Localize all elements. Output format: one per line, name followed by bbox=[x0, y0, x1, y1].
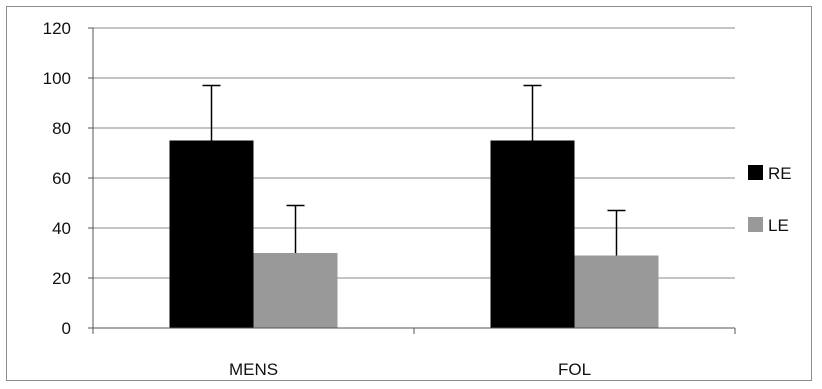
y-tick-label: 40 bbox=[52, 219, 71, 238]
legend-swatch-re bbox=[748, 165, 763, 180]
legend-label-re: RE bbox=[768, 164, 792, 183]
legend-label-le: LE bbox=[768, 216, 789, 235]
bar-re-fol bbox=[490, 140, 575, 328]
bars bbox=[169, 140, 659, 328]
y-axis-tick-labels: 0 20 40 60 80 100 120 bbox=[43, 19, 71, 338]
x-tick-label-mens: MENS bbox=[229, 360, 278, 379]
chart-frame bbox=[6, 6, 812, 381]
x-axis-tick-labels: MENS FOL bbox=[229, 360, 591, 379]
y-tick-label: 20 bbox=[52, 269, 71, 288]
y-tick-label: 100 bbox=[43, 69, 71, 88]
legend: RE LE bbox=[748, 164, 792, 235]
y-tick-label: 80 bbox=[52, 119, 71, 138]
bar-le-mens bbox=[253, 253, 338, 328]
error-bars bbox=[202, 84, 626, 256]
bar-re-mens bbox=[169, 140, 254, 328]
legend-swatch-le bbox=[748, 217, 763, 232]
bar-le-fol bbox=[574, 255, 659, 328]
y-tick-label: 0 bbox=[62, 319, 71, 338]
y-tick-label: 60 bbox=[52, 169, 71, 188]
y-tick-label: 120 bbox=[43, 19, 71, 38]
axes bbox=[88, 27, 736, 334]
x-tick-label-fol: FOL bbox=[558, 360, 591, 379]
